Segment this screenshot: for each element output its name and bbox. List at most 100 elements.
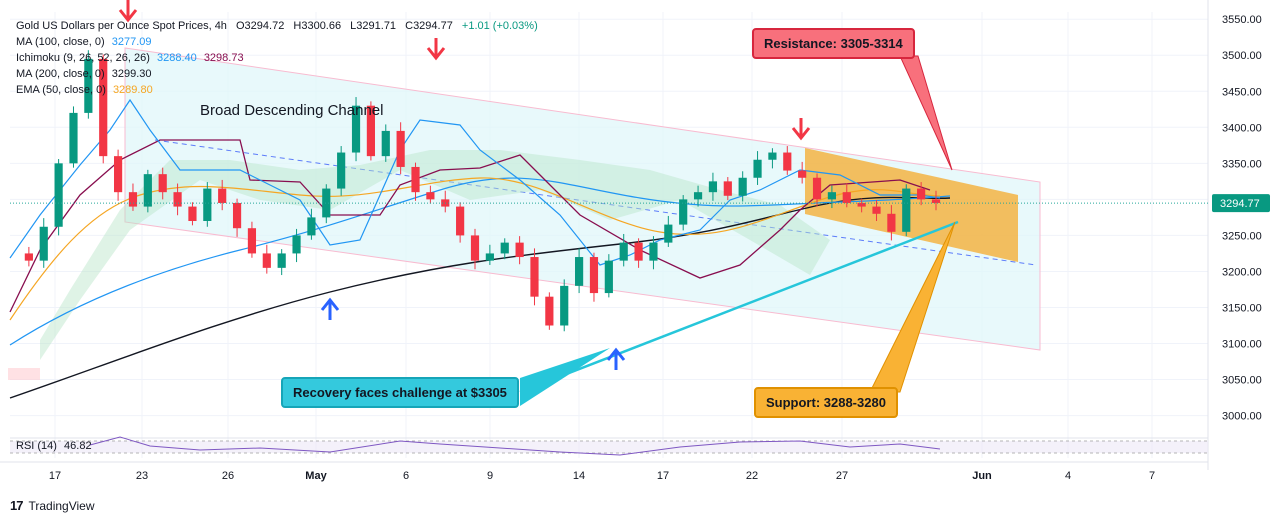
x-tick-label: 26 <box>222 470 234 482</box>
indicator-ma100[interactable]: MA (100, close, 0) 3277.09 <box>16 34 538 50</box>
ichimoku-cloud-red <box>8 368 40 380</box>
candle-body <box>232 202 242 229</box>
candle-body <box>277 253 286 268</box>
candle-body <box>887 213 896 232</box>
candle-body <box>128 192 138 207</box>
candle-body <box>902 188 911 232</box>
candle-body <box>470 235 480 261</box>
close-value: C3294.77 <box>405 20 453 32</box>
channel-label: Broad Descending Channel <box>192 98 391 123</box>
x-tick-label: Jun <box>972 470 992 482</box>
candle-body <box>753 159 762 178</box>
indicator-label: EMA (50, close, 0) <box>16 84 106 96</box>
candle-body <box>664 224 673 243</box>
candle-body <box>515 242 524 258</box>
y-tick-label: 3500.00 <box>1222 50 1262 62</box>
candle-body <box>649 242 658 261</box>
candle-body <box>24 253 33 261</box>
candle-body <box>827 192 836 200</box>
rsi-line <box>89 436 941 456</box>
ichimoku-cloud <box>40 150 830 360</box>
indicator-value-2: 3298.73 <box>203 52 244 64</box>
candle-body <box>114 156 123 193</box>
open-value: O3294.72 <box>236 20 285 32</box>
candle-body <box>54 163 63 227</box>
y-tick-label: 3550.00 <box>1222 14 1262 26</box>
x-tick-label: 9 <box>487 470 493 482</box>
candle-body <box>500 242 509 254</box>
rsi-value: 46.82 <box>64 440 92 452</box>
resistance-text: Resistance: 3305-3314 <box>764 36 903 51</box>
ohlc-row: Gold US Dollars per Ounce Spot Prices, 4… <box>16 18 538 34</box>
x-tick-label: 22 <box>746 470 758 482</box>
high-value: H3300.66 <box>293 20 342 32</box>
recovery-pointer <box>520 348 610 406</box>
x-tick-label: 23 <box>136 470 148 482</box>
indicator-ichimoku[interactable]: Ichimoku (9, 26, 52, 26, 26) 3288.40 329… <box>16 50 538 66</box>
candle-body <box>604 260 613 294</box>
change-value: +1.01 (+0.03%) <box>461 20 538 32</box>
x-tick-label: 17 <box>49 470 61 482</box>
support-callout: Support: 3288-3280 <box>754 387 898 418</box>
indicator-ema50[interactable]: EMA (50, close, 0) 3289.80 <box>16 82 538 98</box>
x-tick-label: 7 <box>1149 470 1155 482</box>
candle-body <box>322 188 331 218</box>
candle-body <box>247 228 257 254</box>
ma100-line <box>9 177 951 346</box>
x-tick-label: 4 <box>1065 470 1071 482</box>
price-badge-label: 3294.77 <box>1220 198 1260 210</box>
x-tick-label: 27 <box>836 470 848 482</box>
candle-body <box>203 188 212 221</box>
down-arrow-may23 <box>791 118 811 141</box>
y-tick-label: 3450.00 <box>1222 86 1262 98</box>
rsi-label: RSI (14) <box>16 440 57 452</box>
support-text: Support: 3288-3280 <box>766 395 886 410</box>
candle-body <box>679 199 688 225</box>
candle-body <box>768 152 777 160</box>
ichimoku-conversion-line <box>9 98 941 266</box>
candle-body <box>783 152 792 171</box>
candle-body <box>337 152 346 189</box>
candle-body <box>173 192 182 207</box>
resistance-pointer <box>899 55 953 171</box>
y-tick-label: 3150.00 <box>1222 302 1262 314</box>
x-tick-label: 6 <box>403 470 409 482</box>
candle-body <box>351 105 361 153</box>
ichimoku-base-line <box>9 139 931 313</box>
candle-body <box>292 235 301 254</box>
candle-body <box>396 130 405 167</box>
x-tick-label: May <box>305 470 327 482</box>
channel-text: Broad Descending Channel <box>200 102 384 119</box>
candle-body <box>84 58 93 113</box>
candle-body <box>69 112 78 164</box>
candle-body <box>143 174 152 207</box>
candle-body <box>99 58 108 157</box>
tradingview-icon: 17 <box>10 498 24 513</box>
candle-body <box>545 296 554 326</box>
y-tick-label: 3250.00 <box>1222 230 1262 242</box>
indicator-label: MA (200, close, 0) <box>16 68 105 80</box>
candle-body <box>634 242 643 261</box>
candle-body <box>619 242 628 261</box>
candle-body <box>917 188 926 200</box>
symbol-title[interactable]: Gold US Dollars per Ounce Spot Prices, 4… <box>16 20 227 32</box>
up-arrow-may1 <box>320 297 340 320</box>
chart-legend: Gold US Dollars per Ounce Spot Prices, 4… <box>16 18 538 98</box>
candle-body <box>575 257 584 286</box>
rsi-legend[interactable]: RSI (14) 46.82 <box>16 440 92 452</box>
candle-body <box>693 192 703 200</box>
price-badge <box>1212 194 1270 213</box>
indicator-value: 3277.09 <box>111 36 152 48</box>
candle-body <box>738 177 747 196</box>
candle-body <box>708 181 718 193</box>
candle-body <box>872 206 881 214</box>
indicator-ma200[interactable]: MA (200, close, 0) 3299.30 <box>16 66 538 82</box>
rsi-band <box>10 441 1208 453</box>
resistance-support-zone <box>805 148 1018 262</box>
x-tick-label: 17 <box>657 470 669 482</box>
candle-body <box>158 174 167 193</box>
candle-body <box>812 177 822 200</box>
tradingview-logo[interactable]: 17 TradingView <box>10 498 95 513</box>
candle-body <box>931 199 941 203</box>
